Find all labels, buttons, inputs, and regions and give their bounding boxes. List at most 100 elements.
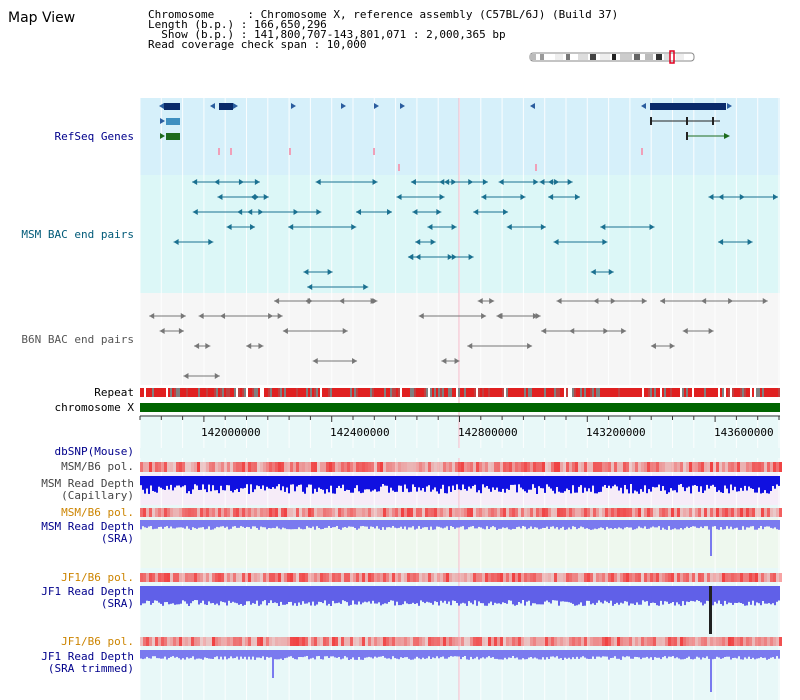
pol-cell xyxy=(776,573,779,582)
depth-bar xyxy=(666,650,668,659)
pol-cell xyxy=(563,462,566,472)
pol-cell xyxy=(437,462,440,472)
repeat-segment xyxy=(694,388,696,397)
depth-bar xyxy=(454,586,456,601)
depth-bar xyxy=(290,520,292,530)
pol-cell xyxy=(227,637,230,646)
depth-bar xyxy=(664,520,666,530)
pol-cell xyxy=(464,462,467,472)
pol-cell xyxy=(263,573,266,582)
depth-bar xyxy=(622,586,624,604)
pol-cell xyxy=(209,508,212,517)
pol-cell xyxy=(413,637,416,646)
depth-bar xyxy=(260,520,262,527)
refseq-tick xyxy=(218,148,220,155)
repeat-segment xyxy=(488,388,490,397)
repeat-segment xyxy=(282,388,284,397)
depth-bar xyxy=(324,650,326,657)
depth-bar xyxy=(462,520,464,527)
label-b6n-bac[interactable]: B6N BAC end pairs xyxy=(21,333,134,346)
repeat-segment xyxy=(750,388,752,397)
pol-cell xyxy=(401,462,404,472)
pol-cell xyxy=(407,573,410,582)
repeat-segment xyxy=(148,388,150,397)
label-msm-bac[interactable]: MSM BAC end pairs xyxy=(21,228,134,241)
depth-bar xyxy=(436,586,438,602)
repeat-segment xyxy=(182,388,184,397)
pol-cell xyxy=(230,573,233,582)
pol-cell xyxy=(284,462,287,472)
depth-bar xyxy=(726,520,728,527)
depth-bar xyxy=(166,650,168,660)
repeat-segment xyxy=(388,388,390,397)
depth-bar xyxy=(420,650,422,660)
pol-cell xyxy=(560,508,563,517)
repeat-segment xyxy=(236,388,238,397)
depth-bar xyxy=(250,520,252,529)
repeat-segment xyxy=(592,388,594,397)
pol-cell xyxy=(356,637,359,646)
repeat-segment xyxy=(772,388,774,397)
pol-cell xyxy=(284,508,287,517)
repeat-segment xyxy=(326,388,328,397)
depth-bar xyxy=(680,586,682,606)
pol-cell xyxy=(518,573,521,582)
pol-cell xyxy=(182,462,185,472)
pol-cell xyxy=(299,462,302,472)
depth-bar xyxy=(236,520,238,528)
pol-cell xyxy=(722,573,725,582)
pol-cell xyxy=(641,637,644,646)
repeat-segment xyxy=(232,388,234,397)
label-jf1-pol-1: JF1/B6 pol. xyxy=(61,571,134,584)
repeat-segment xyxy=(546,388,548,397)
depth-bar xyxy=(184,520,186,529)
repeat-segment xyxy=(718,388,720,397)
pol-cell xyxy=(572,462,575,472)
depth-bar xyxy=(474,586,476,601)
pol-cell xyxy=(566,462,569,472)
depth-bar xyxy=(508,476,510,490)
pol-cell xyxy=(314,573,317,582)
repeat-segment xyxy=(156,388,158,397)
pol-cell xyxy=(653,508,656,517)
label-refseq[interactable]: RefSeq Genes xyxy=(54,130,134,143)
pol-cell xyxy=(470,508,473,517)
pol-cell xyxy=(242,573,245,582)
bac-end xyxy=(762,298,768,304)
pol-cell xyxy=(206,573,209,582)
pol-cell xyxy=(263,508,266,517)
pol-cell xyxy=(413,462,416,472)
depth-bar xyxy=(552,520,554,527)
pol-cell xyxy=(446,637,449,646)
depth-bar xyxy=(544,650,546,660)
pol-cell xyxy=(545,637,548,646)
depth-bar xyxy=(654,586,656,603)
depth-bar xyxy=(268,520,270,528)
pol-cell xyxy=(602,573,605,582)
pol-cell xyxy=(425,637,428,646)
pol-cell xyxy=(593,508,596,517)
repeat-segment xyxy=(318,388,320,397)
depth-bar xyxy=(344,650,346,657)
pol-cell xyxy=(647,637,650,646)
depth-bar xyxy=(642,650,644,658)
depth-bar xyxy=(624,520,626,528)
depth-bar xyxy=(656,520,658,528)
pol-cell xyxy=(608,637,611,646)
pol-cell xyxy=(725,573,728,582)
depth-bar xyxy=(610,476,612,489)
pol-cell xyxy=(707,508,710,517)
pol-cell xyxy=(386,637,389,646)
depth-bar xyxy=(722,520,724,530)
pol-cell xyxy=(164,508,167,517)
repeat-segment xyxy=(708,388,710,397)
pol-cell xyxy=(587,508,590,517)
depth-bar xyxy=(230,650,232,657)
pol-cell xyxy=(245,508,248,517)
bac-end xyxy=(427,224,433,230)
pol-cell xyxy=(320,462,323,472)
label-dbsnp[interactable]: dbSNP(Mouse) xyxy=(54,445,134,458)
depth-bar xyxy=(200,520,202,528)
repeat-segment xyxy=(548,388,550,397)
